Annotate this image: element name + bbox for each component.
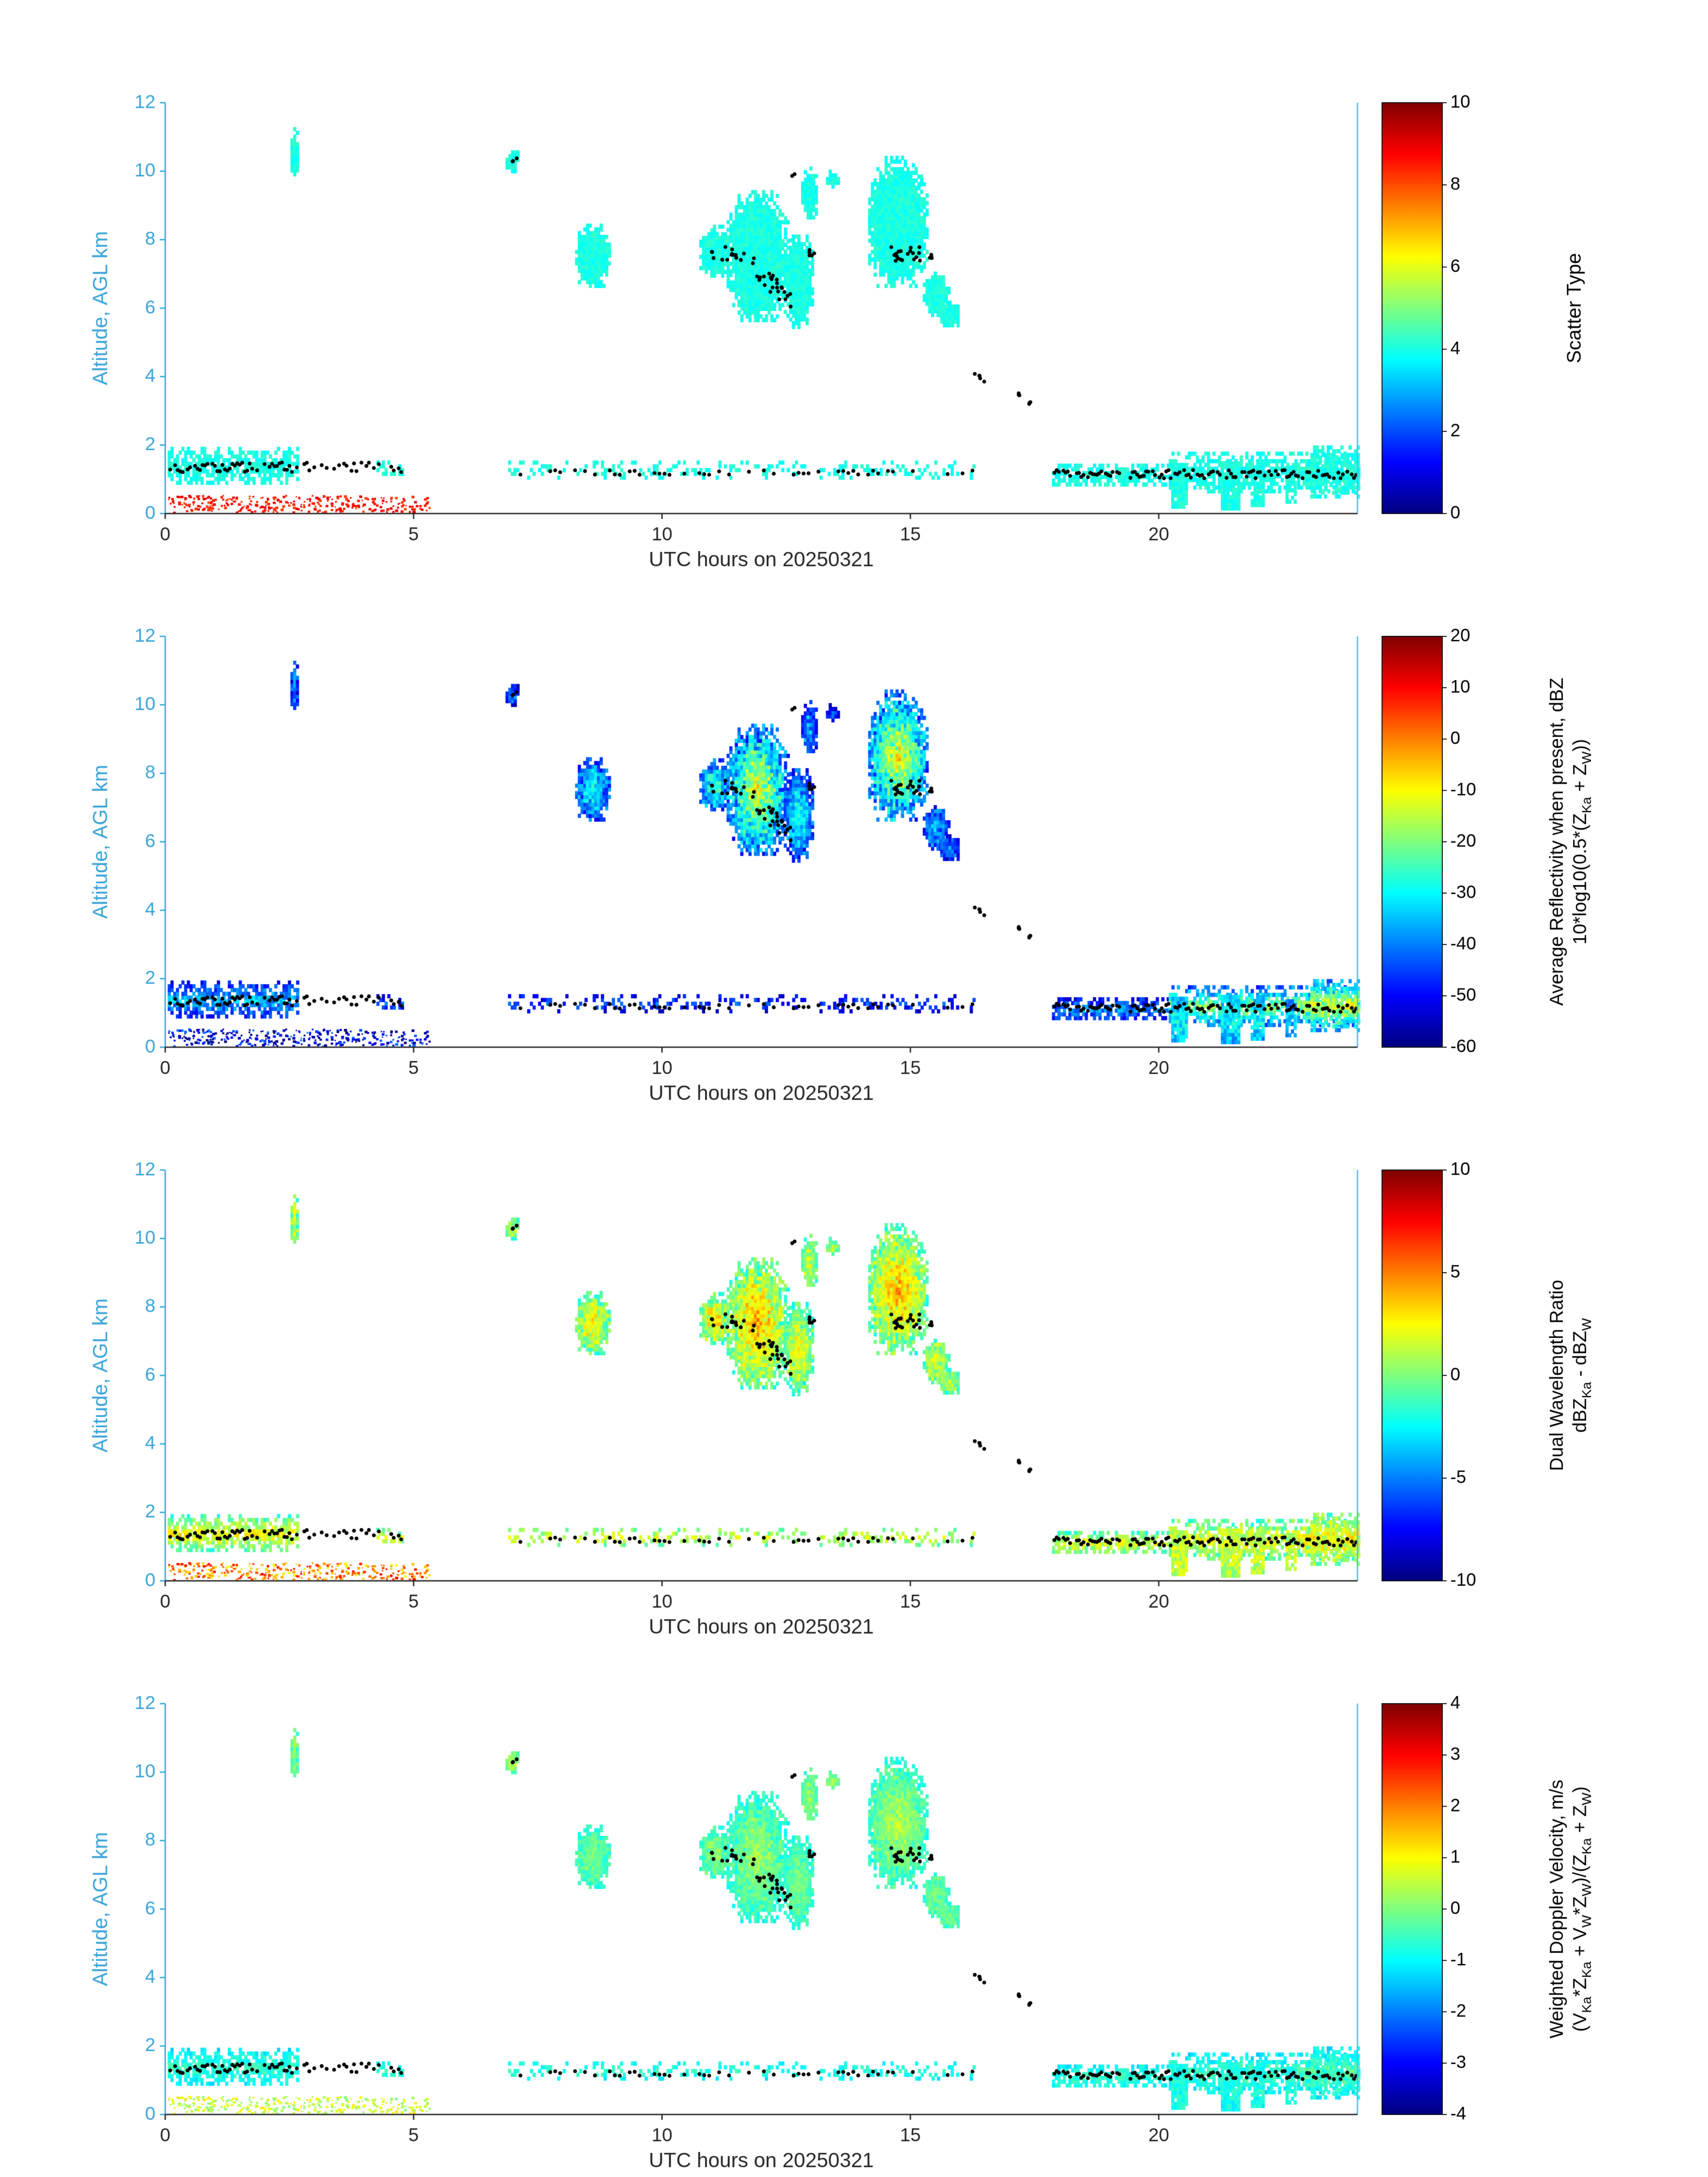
panel-average-reflectivity-canvas <box>0 574 1708 1107</box>
panel-dual-wavelength-ratio-canvas <box>0 1107 1708 1641</box>
panel-doppler-velocity-canvas <box>0 1641 1708 2175</box>
panel-scatter-type <box>0 40 1708 574</box>
panel-average-reflectivity <box>0 574 1708 1107</box>
radar-time-height-figure <box>0 40 1708 2175</box>
panel-scatter-type-canvas <box>0 40 1708 574</box>
panel-dual-wavelength-ratio <box>0 1107 1708 1641</box>
panel-doppler-velocity <box>0 1641 1708 2175</box>
